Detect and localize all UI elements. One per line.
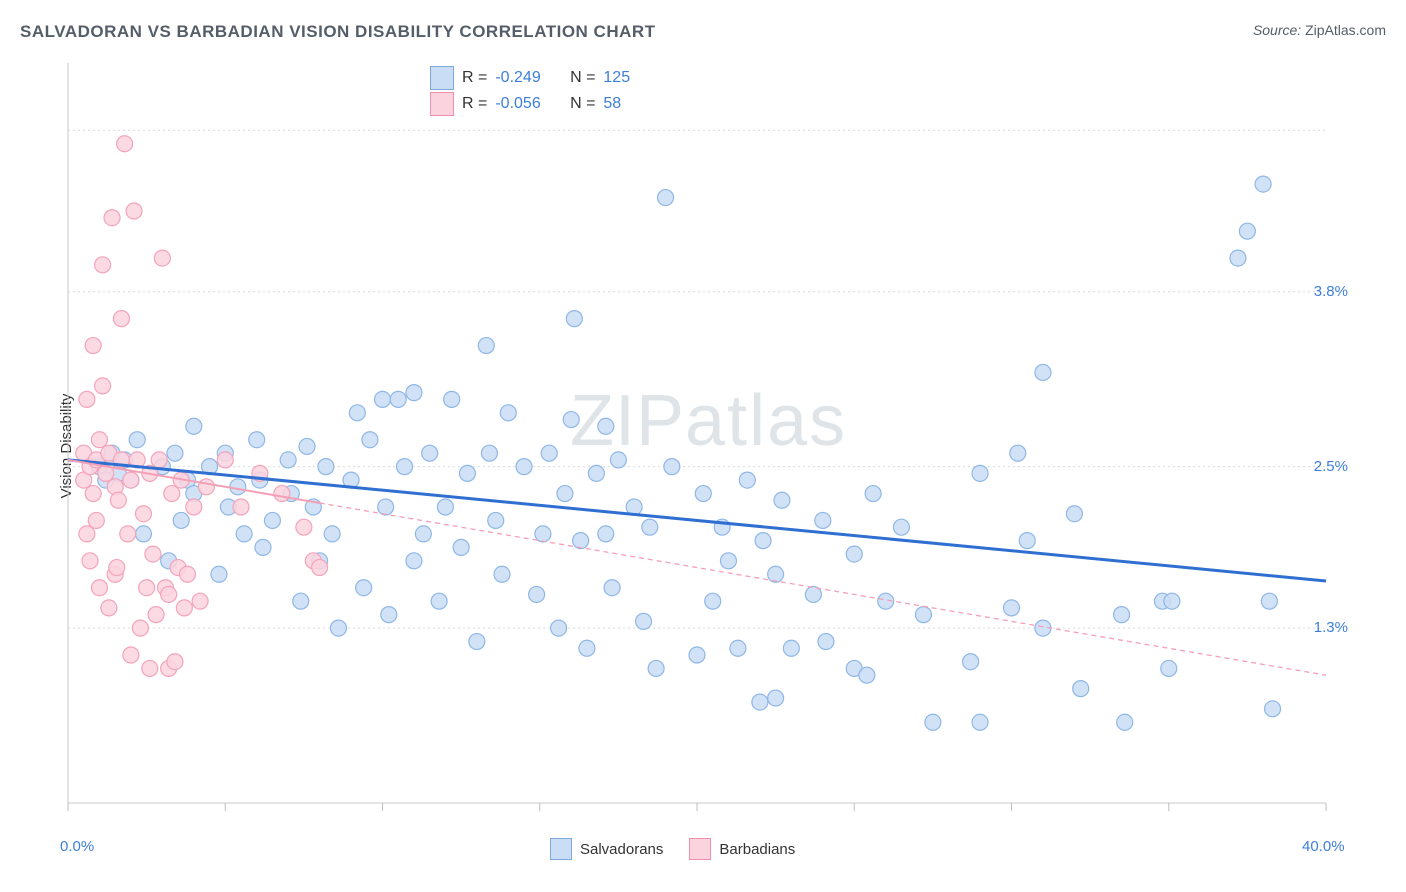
stats-swatch <box>430 92 454 116</box>
stats-r-label: R = <box>462 95 487 113</box>
legend-swatch <box>550 838 572 860</box>
source-value: ZipAtlas.com <box>1305 22 1386 38</box>
x-axis-min-label: 0.0% <box>60 838 94 855</box>
source-attribution: Source: ZipAtlas.com <box>1253 22 1386 38</box>
y-tick-label: 3.8% <box>1298 283 1348 300</box>
stats-row: R = -0.056 N = 58 <box>430 92 630 116</box>
stats-row: R = -0.249 N = 125 <box>430 66 630 90</box>
legend-item: Barbadians <box>689 838 795 860</box>
stats-n-value: 125 <box>603 69 630 87</box>
stats-r-value: -0.249 <box>495 69 540 87</box>
scatter-plot-svg <box>50 55 1350 825</box>
stats-n-label: N = <box>570 69 595 87</box>
stats-n-label: N = <box>570 95 595 113</box>
stats-r-label: R = <box>462 69 487 87</box>
series-legend: Salvadorans Barbadians <box>550 838 795 860</box>
chart-title: SALVADORAN VS BARBADIAN VISION DISABILIT… <box>20 22 656 42</box>
legend-label: Salvadorans <box>580 841 663 858</box>
plot-area: 1.3% 2.5% 3.8% <box>50 55 1350 825</box>
stats-legend: R = -0.249 N = 125R = -0.056 N = 58 <box>420 60 640 124</box>
y-tick-label: 1.3% <box>1298 619 1348 636</box>
stats-n-value: 58 <box>603 95 621 113</box>
legend-swatch <box>689 838 711 860</box>
y-tick-label: 2.5% <box>1298 458 1348 475</box>
legend-label: Barbadians <box>719 841 795 858</box>
x-axis-max-label: 40.0% <box>1302 838 1345 855</box>
stats-r-value: -0.056 <box>495 95 540 113</box>
source-label: Source: <box>1253 22 1301 38</box>
legend-item: Salvadorans <box>550 838 663 860</box>
stats-swatch <box>430 66 454 90</box>
